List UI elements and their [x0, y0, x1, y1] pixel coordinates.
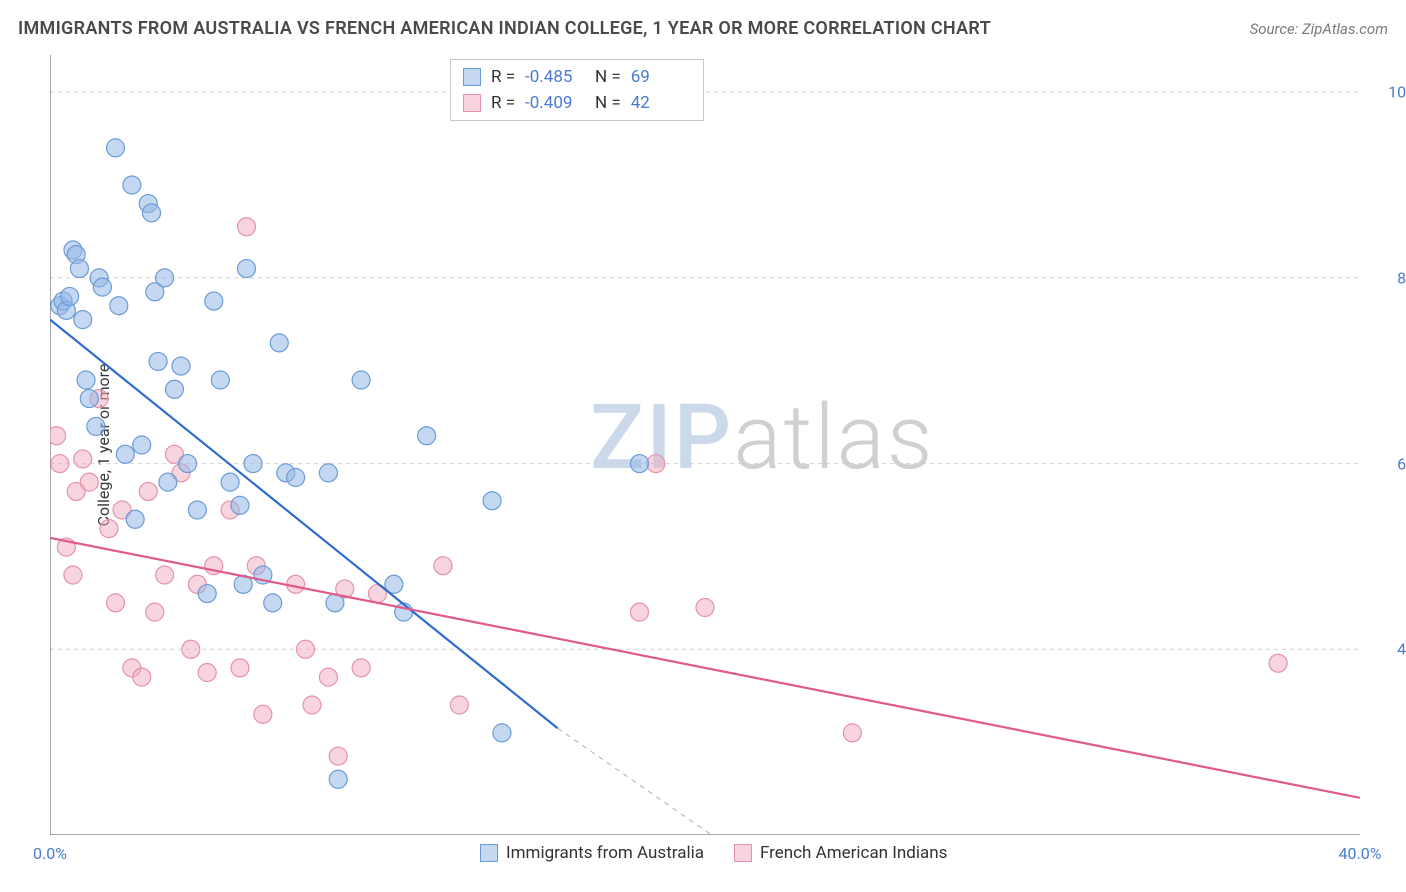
series2-point: [254, 705, 272, 723]
stat-r-value: -0.409: [525, 93, 585, 113]
series2-point: [631, 603, 649, 621]
series2-point: [80, 473, 98, 491]
series1-point: [126, 510, 144, 528]
series1-point: [133, 436, 151, 454]
series2-point: [156, 566, 174, 584]
series2-point: [198, 664, 216, 682]
series1-point: [61, 287, 79, 305]
y-tick-label: 100.0%: [1388, 83, 1406, 102]
series2-point: [1269, 654, 1287, 672]
series1-point: [179, 455, 197, 473]
series1-point: [188, 501, 206, 519]
series2-point: [139, 482, 157, 500]
series2-point: [296, 640, 314, 658]
series1-point: [107, 139, 125, 157]
series1-point: [211, 371, 229, 389]
stat-r-label: R =: [491, 93, 515, 113]
series1-point: [149, 352, 167, 370]
series2-point: [100, 520, 118, 538]
series1-point: [123, 176, 141, 194]
x-tick-label: 40.0%: [1339, 844, 1382, 863]
series1-point: [74, 311, 92, 329]
stat-n-value: 69: [631, 67, 691, 87]
series1-point: [198, 585, 216, 603]
series1-point: [172, 357, 190, 375]
series2-point: [238, 218, 256, 236]
legend-item: Immigrants from Australia: [480, 841, 704, 865]
correlation-legend: R = -0.485 N = 69 R = -0.409 N = 42: [450, 59, 704, 121]
series1-point: [418, 427, 436, 445]
series1-point: [159, 473, 177, 491]
source-label: Source: ZipAtlas.com: [1250, 20, 1388, 38]
series2-point: [647, 455, 665, 473]
series2-point: [696, 599, 714, 617]
series1-point: [319, 464, 337, 482]
series1-point: [483, 492, 501, 510]
series1-point: [156, 269, 174, 287]
series1-point: [244, 455, 262, 473]
series1-point: [352, 371, 370, 389]
series2-point: [133, 668, 151, 686]
legend-item: French American Indians: [734, 841, 947, 865]
series2-point: [434, 557, 452, 575]
series2-point: [146, 603, 164, 621]
legend-swatch-icon: [734, 844, 752, 862]
chart-title: IMMIGRANTS FROM AUSTRALIA VS FRENCH AMER…: [18, 18, 991, 39]
series2-point: [107, 594, 125, 612]
series1-point: [87, 417, 105, 435]
series2-point: [303, 696, 321, 714]
series2-point: [843, 724, 861, 742]
stat-n-value: 42: [631, 93, 691, 113]
series2-point: [64, 566, 82, 584]
series2-point: [50, 427, 66, 445]
series2-point: [352, 659, 370, 677]
series2-point: [51, 455, 69, 473]
legend-swatch-icon: [480, 844, 498, 862]
stat-n-label: N =: [595, 93, 621, 113]
y-tick-label: 40.0%: [1397, 640, 1406, 659]
series1-point: [287, 469, 305, 487]
series1-point: [93, 278, 111, 296]
stat-n-label: N =: [595, 67, 621, 87]
series1-point: [205, 292, 223, 310]
series2-point: [329, 747, 347, 765]
legend-label: Immigrants from Australia: [506, 843, 704, 863]
series1-point: [329, 770, 347, 788]
series1-point: [70, 260, 88, 278]
series1-point: [493, 724, 511, 742]
stat-r-value: -0.485: [525, 67, 585, 87]
series1-point: [264, 594, 282, 612]
series1-point: [165, 380, 183, 398]
y-tick-label: 80.0%: [1397, 268, 1406, 287]
series2-point: [182, 640, 200, 658]
series1-point: [143, 204, 161, 222]
stat-r-label: R =: [491, 67, 515, 87]
series1-point: [116, 445, 134, 463]
series1-point: [231, 496, 249, 514]
series1-point: [77, 371, 95, 389]
series2-point: [231, 659, 249, 677]
series1-point: [110, 297, 128, 315]
series1-point: [631, 455, 649, 473]
series2-point: [450, 696, 468, 714]
x-tick-label: 0.0%: [33, 844, 67, 863]
series-legend: Immigrants from Australia French American…: [480, 841, 947, 865]
series2-point: [319, 668, 337, 686]
series1-point: [221, 473, 239, 491]
y-tick-label: 60.0%: [1397, 454, 1406, 473]
series1-point: [270, 334, 288, 352]
series1-point: [80, 390, 98, 408]
series2-point: [74, 450, 92, 468]
series1-point: [238, 260, 256, 278]
legend-swatch-series2: [463, 94, 481, 112]
scatter-plot: [50, 55, 1360, 835]
chart-area: College, 1 year or more ZIPatlas R =-0.4…: [50, 55, 1360, 835]
legend-swatch-series1: [463, 68, 481, 86]
legend-label: French American Indians: [760, 843, 947, 863]
